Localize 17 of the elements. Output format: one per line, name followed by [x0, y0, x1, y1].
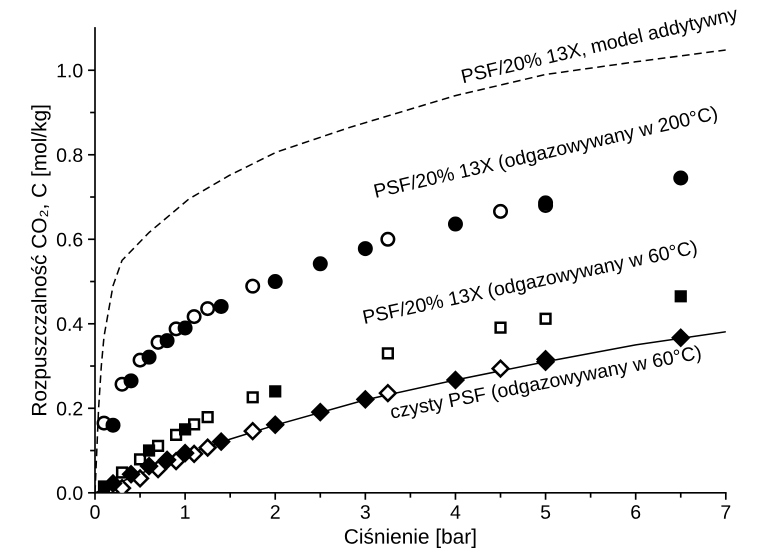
x-tick-label: 2: [270, 505, 280, 519]
annotation: PSF/20% 13X, model addytywny: [461, 6, 740, 87]
x-tick-label: 1: [181, 505, 190, 519]
x-tick-label: 0: [90, 505, 100, 519]
y-tick-label: 1.0: [58, 64, 82, 78]
y-tick-label: 0.2: [56, 402, 82, 416]
x-tick-label: 4: [450, 505, 460, 519]
y-tick-label: 0.8: [56, 148, 82, 162]
y-axis-title: Rozpuszczalność CO₂, C [mol/kg]: [30, 106, 51, 415]
x-tick-label: 6: [631, 505, 640, 519]
y-tick-label: 0.6: [56, 232, 82, 247]
y-tick-label: 0.4: [56, 317, 83, 332]
x-axis-title: Ciśnienie [bar]: [344, 528, 476, 548]
x-tick-label: 7: [721, 505, 730, 519]
x-tick-label: 5: [540, 505, 550, 519]
text: 0.0: [56, 486, 82, 500]
x-tick-label: 3: [360, 505, 370, 519]
